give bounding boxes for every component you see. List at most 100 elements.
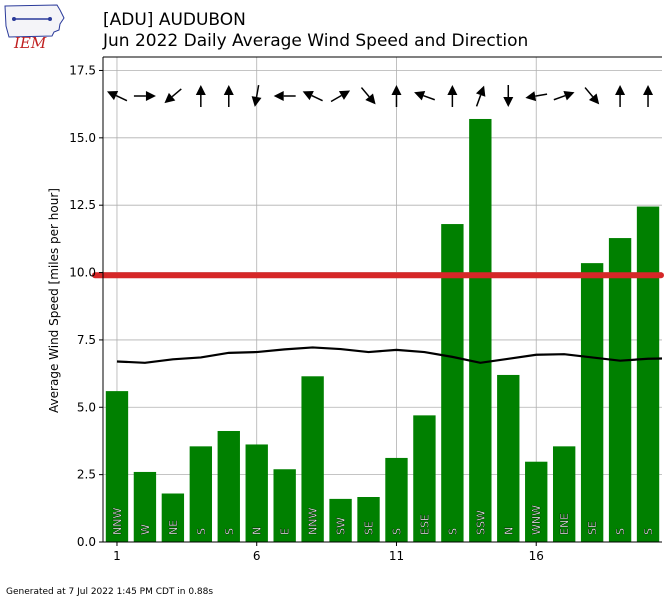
wind-direction-arrow bbox=[615, 85, 626, 107]
y-tick-label: 0.0 bbox=[77, 535, 96, 549]
y-tick-label: 7.5 bbox=[77, 333, 96, 347]
arrow-shaft bbox=[330, 94, 342, 103]
arrow-head bbox=[525, 91, 537, 102]
logo-dot bbox=[12, 17, 16, 21]
wind-speed-bar bbox=[580, 263, 604, 542]
logo-dot bbox=[48, 17, 52, 21]
direction-label: SE bbox=[586, 521, 599, 535]
arrow-shaft bbox=[423, 94, 436, 101]
wind-speed-bar bbox=[608, 238, 632, 543]
direction-label: N bbox=[251, 527, 264, 535]
wind-direction-arrow bbox=[525, 91, 548, 102]
arrow-shaft bbox=[360, 87, 370, 98]
arrow-head bbox=[475, 85, 486, 97]
wind-speed-bar bbox=[385, 457, 408, 542]
arrow-head bbox=[251, 96, 262, 107]
direction-label: SSW bbox=[474, 510, 487, 535]
arrow-shaft bbox=[535, 93, 548, 97]
wind-direction-arrow bbox=[553, 90, 575, 101]
climatology-group bbox=[116, 346, 662, 364]
generated-footer: Generated at 7 Jul 2022 1:45 PM CDT in 0… bbox=[6, 587, 214, 597]
wind-speed-bar bbox=[105, 391, 129, 542]
arrow-shaft bbox=[115, 94, 128, 102]
direction-label: ESE bbox=[418, 514, 431, 535]
x-tick-label: 11 bbox=[389, 549, 404, 563]
x-tick-label: 6 bbox=[253, 549, 261, 563]
wind-direction-arrow bbox=[251, 85, 262, 107]
wind-speed-bar bbox=[469, 118, 492, 542]
wind-speed-bar bbox=[189, 446, 213, 542]
direction-label: S bbox=[614, 528, 627, 535]
arrow-head bbox=[273, 91, 284, 101]
arrow-shaft bbox=[171, 88, 182, 98]
iem-logo: IEM bbox=[4, 4, 65, 50]
direction-label: S bbox=[446, 528, 459, 535]
y-tick-label: 17.5 bbox=[69, 63, 96, 77]
arrow-head bbox=[643, 85, 654, 95]
wind-speed-bar bbox=[329, 498, 352, 542]
wind-direction-arrow bbox=[414, 90, 436, 101]
arrow-head bbox=[338, 90, 351, 100]
wind-direction-arrow bbox=[195, 85, 206, 107]
y-tick-label: 12.5 bbox=[69, 198, 96, 212]
wind-speed-bar bbox=[441, 224, 464, 543]
arrow-shaft bbox=[475, 94, 482, 107]
direction-label: S bbox=[390, 528, 403, 535]
wind-direction-arrow bbox=[273, 91, 296, 101]
wind-direction-arrow bbox=[643, 85, 654, 107]
arrow-shaft bbox=[553, 94, 566, 101]
arrow-head bbox=[615, 85, 626, 95]
wind-speed-bar bbox=[636, 206, 660, 542]
arrow-shaft bbox=[584, 87, 594, 98]
x-tick-label: 1 bbox=[113, 549, 121, 563]
direction-label: SW bbox=[335, 517, 348, 535]
wind-speed-bar bbox=[357, 497, 380, 542]
wind-direction-arrow bbox=[107, 91, 128, 102]
arrow-shaft bbox=[311, 94, 323, 102]
wind-direction-arrow bbox=[584, 87, 600, 105]
wind-direction-arrow bbox=[475, 85, 486, 107]
climatology-line bbox=[116, 346, 662, 364]
wind-speed-bar bbox=[413, 415, 436, 542]
logo-text: IEM bbox=[13, 34, 47, 50]
wind-speed-bar bbox=[217, 430, 240, 542]
arrow-shaft bbox=[255, 85, 260, 98]
wind-speed-bar bbox=[133, 471, 157, 542]
direction-label: S bbox=[642, 528, 655, 535]
wind-speed-bar bbox=[552, 446, 576, 542]
wind-speed-bar bbox=[245, 444, 268, 542]
iowa-state-outline bbox=[4, 4, 65, 38]
direction-label: ENE bbox=[558, 513, 571, 535]
chart-subtitle: Jun 2022 Daily Average Wind Speed and Di… bbox=[103, 31, 529, 51]
direction-label: S bbox=[195, 528, 208, 535]
wind-direction-arrow bbox=[223, 85, 234, 107]
y-tick-label: 10.0 bbox=[69, 266, 96, 280]
arrow-head bbox=[195, 85, 206, 95]
direction-label: W bbox=[139, 524, 152, 535]
arrow-head bbox=[588, 93, 600, 105]
direction-label: WNW bbox=[530, 505, 543, 535]
wind-direction-arrow bbox=[391, 85, 402, 107]
wind-speed-bar bbox=[161, 493, 185, 542]
arrow-head bbox=[365, 93, 376, 105]
wind-direction-arrow bbox=[330, 90, 351, 103]
arrow-head bbox=[107, 91, 119, 101]
wind-speed-bar bbox=[273, 469, 296, 542]
wind-direction-arrow bbox=[503, 85, 514, 107]
arrow-head bbox=[302, 91, 314, 101]
arrow-head bbox=[503, 97, 514, 107]
wind-speed-bar bbox=[301, 376, 324, 542]
wind-direction-arrow bbox=[360, 87, 376, 105]
wind-speed-bar bbox=[525, 461, 548, 542]
wind-direction-arrow bbox=[164, 88, 182, 104]
direction-label: N bbox=[502, 527, 515, 535]
arrow-head bbox=[414, 90, 426, 101]
direction-label: NNW bbox=[111, 508, 124, 535]
direction-label: NNW bbox=[307, 508, 320, 535]
direction-label: S bbox=[223, 528, 236, 535]
y-tick-label: 2.5 bbox=[77, 468, 96, 482]
direction-label: SE bbox=[363, 521, 376, 535]
arrow-head bbox=[391, 85, 402, 95]
wind-direction-arrow bbox=[447, 85, 458, 107]
